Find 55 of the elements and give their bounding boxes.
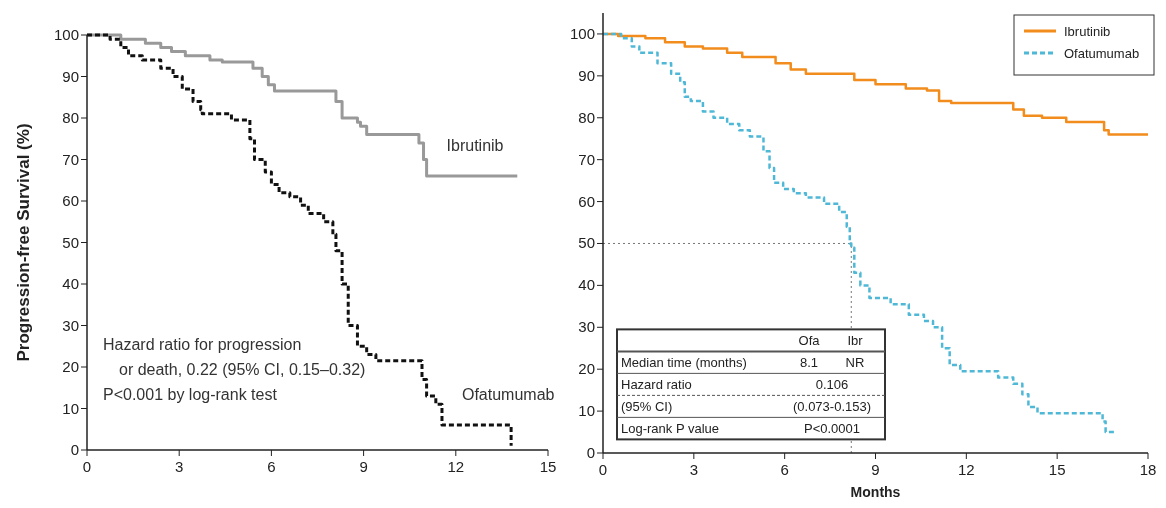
annotation: (95% CI)	[621, 399, 673, 415]
y-axis-title: Progression-free Survival (%)	[14, 123, 33, 362]
x-tick-label: 9	[871, 461, 880, 478]
y-tick-label: 90	[578, 66, 595, 84]
y-tick-label: 100	[53, 26, 79, 43]
y-tick-label: 70	[62, 150, 79, 168]
series-label: Ibrutinib	[446, 137, 504, 155]
y-tick-label: 0	[586, 444, 595, 461]
x-tick-label: 6	[267, 458, 276, 475]
y-tick-label: 10	[578, 402, 595, 420]
y-tick-label: 20	[578, 360, 595, 378]
x-tick-label: 3	[175, 458, 184, 475]
y-tick-label: 10	[62, 399, 79, 417]
annotation: P<0.001 by log-rank test	[103, 385, 278, 403]
y-tick-label: 50	[578, 234, 595, 252]
y-tick-label: 60	[578, 192, 595, 210]
x-tick-label: 18	[1139, 461, 1157, 478]
x-tick-label: 15	[1048, 461, 1066, 478]
legend-label: Ofatumumab	[1064, 46, 1140, 61]
y-tick-label: 20	[62, 358, 79, 375]
x-axis-title: Months	[850, 484, 901, 500]
y-tick-label: 40	[62, 275, 79, 292]
annotation: Hazard ratio for progression	[103, 335, 302, 353]
y-tick-label: 0	[70, 441, 79, 458]
y-tick-label: 100	[569, 24, 595, 42]
y-tick-label: 70	[578, 150, 595, 168]
annotation: Hazard ratio	[621, 377, 692, 393]
x-tick-label: 6	[780, 461, 789, 478]
y-tick-label: 60	[62, 192, 79, 209]
annotation: 0.106	[815, 377, 849, 393]
y-tick-label: 80	[578, 108, 595, 126]
x-tick-label: 0	[598, 461, 608, 478]
annotation: NR	[845, 355, 865, 371]
y-tick-label: 30	[62, 316, 79, 334]
x-tick-label: 12	[957, 461, 975, 478]
y-tick-label: 80	[62, 109, 79, 126]
x-tick-label: 3	[689, 461, 699, 478]
annotation: or death, 0.22 (95% CI, 0.15–0.32)	[119, 360, 366, 378]
annotation: P<0.0001	[803, 421, 861, 437]
annotation: (0.073-0.153)	[792, 399, 872, 415]
x-tick-label: 12	[447, 458, 465, 475]
x-tick-label: 0	[82, 458, 92, 475]
annotation: Median time (months)	[621, 355, 747, 371]
series-label: Ofatumumab	[461, 386, 555, 404]
annotation: 8.1	[799, 355, 819, 371]
annotation: Ibr	[847, 333, 864, 349]
y-tick-label: 40	[578, 276, 595, 294]
x-tick-label: 9	[359, 458, 368, 475]
annotation: Ofa	[798, 333, 821, 349]
y-tick-label: 30	[578, 318, 595, 336]
x-tick-label: 15	[539, 458, 557, 475]
legend-label: Ibrutinib	[1064, 24, 1111, 39]
annotation: Log-rank P value	[621, 421, 720, 437]
y-tick-label: 50	[62, 233, 79, 251]
y-tick-label: 90	[62, 67, 79, 85]
